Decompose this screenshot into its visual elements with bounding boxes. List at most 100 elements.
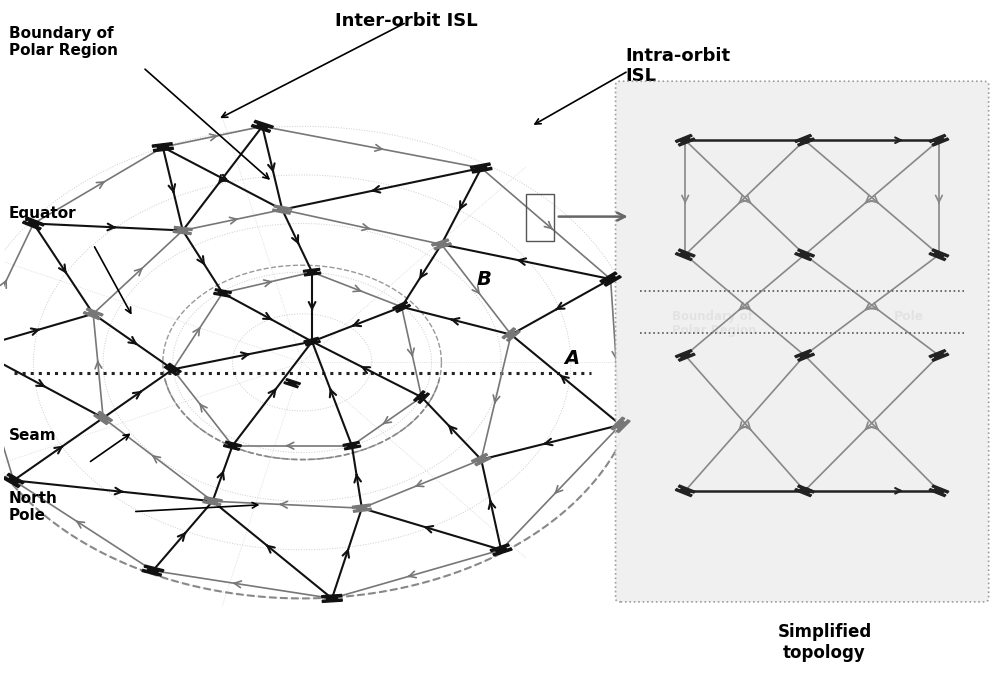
Polygon shape bbox=[799, 353, 810, 358]
Polygon shape bbox=[83, 312, 100, 319]
Polygon shape bbox=[347, 444, 357, 447]
Polygon shape bbox=[397, 304, 406, 309]
Polygon shape bbox=[168, 367, 177, 372]
Polygon shape bbox=[929, 252, 946, 261]
Polygon shape bbox=[932, 249, 949, 257]
Polygon shape bbox=[795, 252, 812, 261]
Polygon shape bbox=[434, 243, 451, 250]
Polygon shape bbox=[164, 366, 178, 375]
Polygon shape bbox=[932, 138, 949, 146]
Polygon shape bbox=[475, 457, 491, 466]
Polygon shape bbox=[173, 231, 191, 234]
Polygon shape bbox=[274, 205, 292, 210]
Polygon shape bbox=[8, 477, 19, 484]
Polygon shape bbox=[257, 123, 268, 129]
Polygon shape bbox=[228, 443, 237, 448]
Polygon shape bbox=[799, 137, 810, 143]
Polygon shape bbox=[322, 599, 342, 602]
Polygon shape bbox=[7, 473, 24, 484]
Polygon shape bbox=[98, 415, 108, 421]
Polygon shape bbox=[286, 378, 300, 385]
Polygon shape bbox=[493, 548, 512, 556]
Polygon shape bbox=[393, 301, 407, 309]
Polygon shape bbox=[343, 442, 359, 446]
Polygon shape bbox=[932, 353, 949, 361]
Text: B: B bbox=[476, 270, 491, 289]
Polygon shape bbox=[472, 167, 492, 173]
Polygon shape bbox=[418, 393, 429, 404]
Bar bbox=[526, 194, 554, 241]
Polygon shape bbox=[929, 489, 946, 496]
Text: Seam: Seam bbox=[9, 429, 56, 443]
Polygon shape bbox=[251, 125, 271, 132]
Polygon shape bbox=[214, 293, 230, 297]
Polygon shape bbox=[476, 457, 486, 463]
Polygon shape bbox=[174, 227, 192, 231]
Polygon shape bbox=[215, 289, 231, 293]
Polygon shape bbox=[932, 485, 949, 493]
Polygon shape bbox=[344, 445, 361, 450]
Polygon shape bbox=[678, 249, 695, 257]
Polygon shape bbox=[204, 497, 222, 502]
Polygon shape bbox=[929, 350, 946, 358]
Polygon shape bbox=[934, 252, 944, 258]
Polygon shape bbox=[277, 208, 287, 212]
Polygon shape bbox=[308, 339, 316, 344]
Polygon shape bbox=[934, 353, 944, 358]
Polygon shape bbox=[88, 311, 98, 316]
Polygon shape bbox=[147, 568, 159, 573]
Polygon shape bbox=[153, 147, 173, 152]
Polygon shape bbox=[798, 353, 814, 361]
Polygon shape bbox=[678, 485, 695, 493]
Text: Equator: Equator bbox=[9, 206, 76, 221]
Polygon shape bbox=[680, 137, 690, 143]
Polygon shape bbox=[352, 504, 370, 508]
Polygon shape bbox=[3, 477, 20, 487]
Polygon shape bbox=[934, 137, 944, 143]
Polygon shape bbox=[611, 418, 625, 430]
Polygon shape bbox=[798, 485, 814, 493]
Polygon shape bbox=[94, 414, 108, 424]
Polygon shape bbox=[616, 420, 630, 432]
Polygon shape bbox=[254, 121, 273, 128]
Polygon shape bbox=[680, 252, 690, 258]
Polygon shape bbox=[495, 547, 507, 553]
Polygon shape bbox=[675, 135, 692, 142]
Polygon shape bbox=[502, 328, 516, 339]
Polygon shape bbox=[304, 337, 319, 342]
Polygon shape bbox=[798, 138, 814, 146]
Polygon shape bbox=[304, 272, 321, 276]
Polygon shape bbox=[306, 341, 320, 346]
Polygon shape bbox=[26, 217, 44, 226]
Text: Intra-orbit
ISL: Intra-orbit ISL bbox=[625, 47, 731, 85]
Polygon shape bbox=[357, 506, 367, 510]
Polygon shape bbox=[675, 350, 692, 358]
Text: North
Pole: North Pole bbox=[9, 491, 57, 523]
Polygon shape bbox=[303, 268, 320, 272]
Polygon shape bbox=[675, 252, 692, 261]
Polygon shape bbox=[795, 135, 812, 142]
Polygon shape bbox=[929, 135, 946, 142]
Polygon shape bbox=[98, 411, 113, 422]
Polygon shape bbox=[934, 488, 944, 493]
Polygon shape bbox=[284, 382, 298, 388]
Polygon shape bbox=[225, 441, 241, 447]
Polygon shape bbox=[322, 595, 342, 598]
Polygon shape bbox=[178, 229, 188, 232]
Polygon shape bbox=[798, 249, 814, 257]
Polygon shape bbox=[471, 454, 488, 462]
Polygon shape bbox=[288, 381, 297, 385]
Polygon shape bbox=[436, 242, 447, 247]
Polygon shape bbox=[28, 220, 39, 227]
Text: Simplified
topology: Simplified topology bbox=[777, 622, 872, 661]
Text: Boundary of
Polar Region: Boundary of Polar Region bbox=[672, 310, 757, 337]
Polygon shape bbox=[507, 331, 516, 338]
Polygon shape bbox=[168, 363, 181, 373]
Polygon shape bbox=[326, 597, 338, 600]
Polygon shape bbox=[675, 489, 692, 496]
Text: A: A bbox=[564, 349, 579, 369]
Polygon shape bbox=[353, 508, 371, 512]
Polygon shape bbox=[680, 488, 690, 493]
Polygon shape bbox=[600, 272, 617, 282]
Polygon shape bbox=[307, 270, 317, 274]
